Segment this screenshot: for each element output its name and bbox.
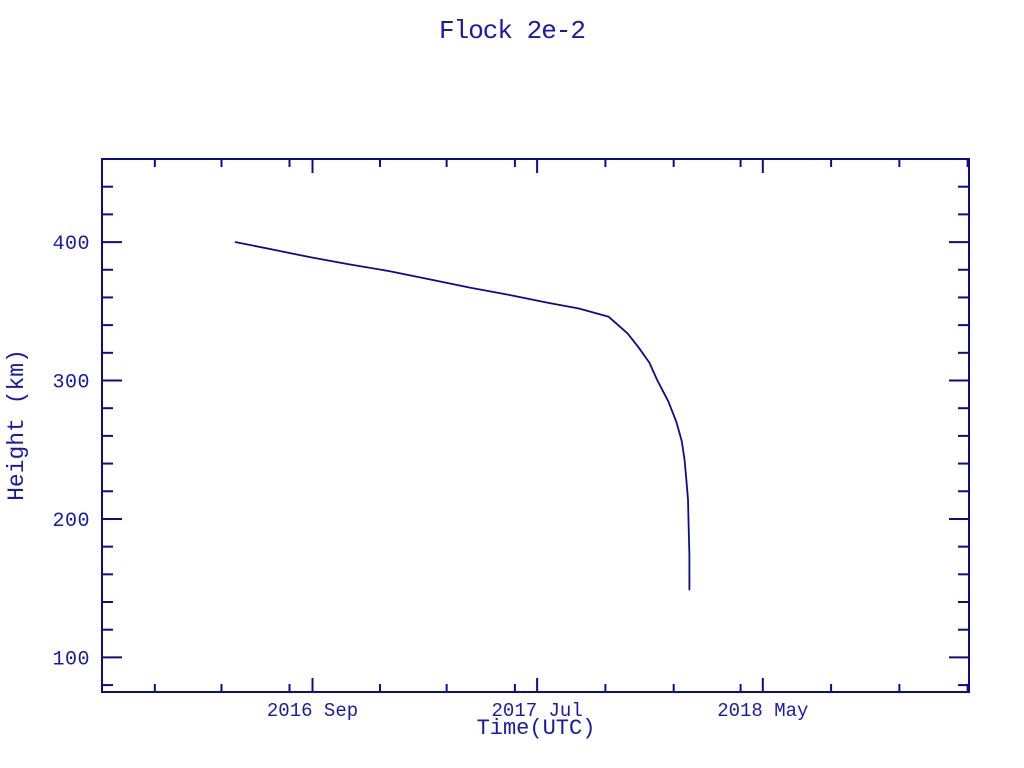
x-tick-label: 2018 May	[717, 700, 808, 722]
y-tick-label: 300	[52, 372, 90, 395]
y-tick-label: 400	[52, 233, 90, 256]
chart-title: Flock 2e-2	[438, 16, 586, 46]
x-axis-label: Time(UTC)	[476, 716, 596, 741]
y-tick-label: 100	[52, 648, 90, 671]
x-tick-label: 2016 Sep	[267, 700, 358, 722]
plot-frame	[101, 158, 970, 693]
y-tick-label: 200	[52, 510, 90, 533]
x-tick-label: 2017 Jul	[492, 700, 583, 722]
height-decay-line	[234, 241, 691, 591]
